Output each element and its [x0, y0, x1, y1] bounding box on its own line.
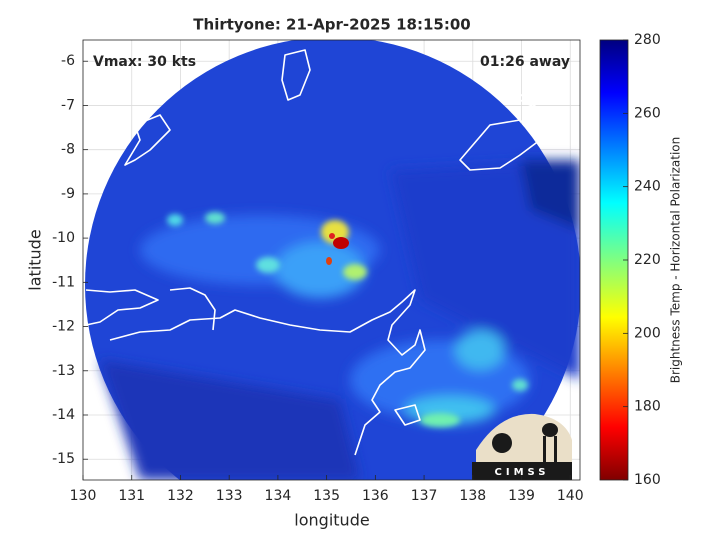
colorbar-tick-label: 260: [634, 105, 661, 121]
plot-frame: [82, 39, 581, 481]
y-tick-label: -12: [52, 319, 75, 335]
x-tick-label: 133: [216, 488, 243, 504]
x-tick-label: 140: [557, 488, 584, 504]
imagery: [85, 40, 580, 480]
x-tick-label: 132: [167, 488, 194, 504]
colorbar-tick-label: 240: [634, 179, 661, 195]
y-tick-label: -6: [61, 53, 75, 69]
y-tick-label: -9: [61, 186, 75, 202]
y-tick-label: -14: [52, 407, 75, 423]
x-tick-label: 139: [508, 488, 535, 504]
colorbar-tick-label: 220: [634, 252, 661, 268]
x-tick-label: 131: [118, 488, 145, 504]
colorbar-tick-label: 160: [634, 472, 661, 488]
x-tick-label: 137: [411, 488, 438, 504]
y-tick-label: -13: [52, 363, 75, 379]
annotation: 01:26 away: [480, 54, 570, 70]
colorbar-tick-label: 280: [634, 32, 661, 48]
y-tick-label: -11: [52, 274, 75, 290]
y-tick-label: -7: [61, 97, 75, 113]
colorbar-label: Brightness Temp - Horizontal Polarizatio…: [669, 137, 683, 384]
colorbar-tick-label: 180: [634, 399, 661, 415]
title: Thirtyone: 21-Apr-2025 18:15:00: [193, 16, 470, 34]
x-tick-label: 134: [265, 488, 292, 504]
y-tick-label: -10: [52, 230, 75, 246]
y-tick-label: -15: [52, 451, 75, 467]
x-tick-label: 136: [362, 488, 389, 504]
x-tick-label: 135: [313, 488, 340, 504]
x-tick-label: 130: [70, 488, 97, 504]
y-tick-label: -8: [61, 142, 75, 158]
colorbar-tick-label: 200: [634, 325, 661, 341]
y-axis-label: latitude: [26, 229, 45, 290]
x-axis-label: longitude: [294, 511, 369, 530]
logo-text: CIMSS: [495, 467, 550, 478]
annotation: Vmax: 30 kts: [93, 54, 196, 70]
x-tick-label: 138: [459, 488, 486, 504]
logo: CIMSS: [472, 413, 572, 480]
